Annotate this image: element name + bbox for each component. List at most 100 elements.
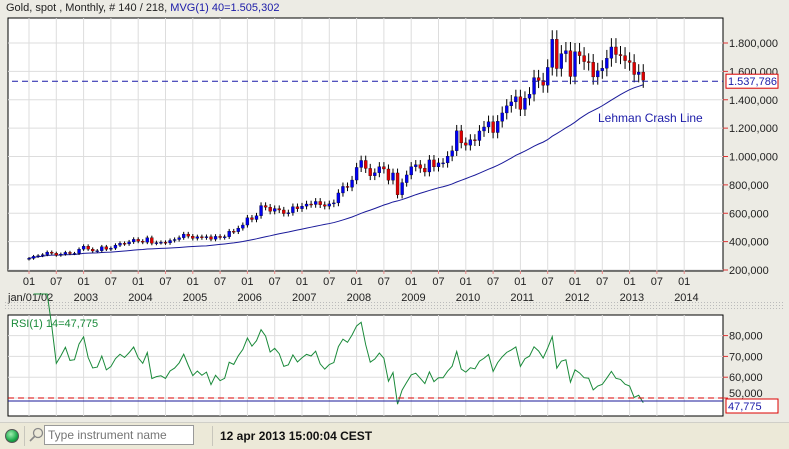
candle-down (473, 139, 477, 141)
divider (24, 426, 25, 446)
candle-up (527, 94, 532, 99)
candle-down (91, 248, 95, 252)
candle-up (77, 248, 81, 254)
y-axis-label: 1.200,000 (729, 123, 778, 135)
candle-up (313, 201, 318, 205)
rsi-value-label: 47,775 (728, 401, 762, 413)
candle-up (118, 243, 122, 246)
candle-down (209, 236, 213, 240)
candle-up (332, 202, 336, 205)
candle-down (295, 206, 300, 209)
candle-up (227, 231, 231, 237)
x-month-label: 07 (378, 276, 390, 288)
candle-down (386, 168, 391, 181)
candle-up (59, 253, 63, 256)
candle-up (559, 53, 563, 69)
candle-down (191, 236, 195, 239)
candle-up (377, 166, 382, 173)
candle-down (277, 208, 281, 211)
candle-up (445, 156, 450, 164)
moving-average-info: MVG(1) 40=1.505,302 (167, 2, 280, 14)
rsi-title: RSI(1) 14=47,775 (11, 318, 98, 330)
candle-up (436, 162, 441, 168)
x-month-label: 07 (542, 276, 554, 288)
candle-up (182, 233, 186, 238)
candle-down (150, 237, 154, 244)
candle-up (204, 236, 209, 238)
pane-splitter[interactable] (4, 301, 785, 310)
rsi-value-box (725, 398, 779, 414)
candle-up (336, 192, 341, 204)
candle-down (432, 159, 436, 168)
candle-down (382, 166, 386, 170)
x-month-label: 01 (187, 276, 199, 288)
candle-up (495, 121, 500, 133)
x-month-label: 07 (651, 276, 663, 288)
candle-up (359, 160, 363, 168)
lehman-crash-line-label: Lehman Crash Line (598, 111, 703, 125)
instrument-search-input[interactable] (44, 425, 194, 445)
candle-up (300, 206, 304, 209)
candle-up (113, 245, 118, 249)
candle-up (354, 167, 359, 181)
candle-up (400, 182, 404, 195)
candle-up (236, 227, 240, 232)
candle-down (163, 242, 168, 244)
x-month-label: 01 (132, 276, 144, 288)
candle-down (641, 71, 645, 81)
y-axis-label: 1.000,000 (729, 152, 778, 164)
candle-up (27, 258, 31, 260)
candle-up (327, 203, 331, 207)
server-datetime: 12 apr 2013 15:00:04 CEST (220, 429, 373, 443)
candle-down (423, 168, 427, 173)
candle-up (500, 112, 504, 122)
current-price-label: 1.537,786 (728, 76, 777, 88)
price-pane (7, 17, 724, 272)
candle-down (577, 51, 582, 56)
rsi-pane (7, 314, 724, 417)
candle-down (54, 253, 58, 256)
candle-down (268, 206, 272, 212)
x-month-label: 07 (269, 276, 281, 288)
y-axis-label: 200,000 (729, 265, 769, 277)
candle-up (159, 242, 163, 244)
candle-up (63, 252, 68, 255)
candle-down (104, 246, 108, 250)
candle-up (177, 237, 181, 240)
x-month-label: 07 (214, 276, 226, 288)
candle-up (259, 205, 263, 216)
candle-up (477, 130, 482, 141)
chart-area[interactable]: 01 07 01 07 01 07 01 07 01 07 01 07 01 07 01 07 01 07 01 07… (0, 0, 789, 422)
x-month-label: 01 (77, 276, 89, 288)
x-month-label: 07 (432, 276, 444, 288)
candle-up (505, 105, 509, 114)
candle-up (550, 39, 554, 68)
candle-down (364, 160, 368, 169)
candle-up (409, 166, 413, 176)
candle-down (491, 121, 495, 133)
candle-up (404, 174, 409, 183)
rsi-line (33, 293, 644, 405)
rsi-axis-label: 60,000 (729, 372, 763, 384)
rsi-axis-label: 50,000 (729, 388, 763, 400)
candle-down (318, 201, 322, 205)
candle-down (418, 164, 422, 169)
candle-up (609, 46, 614, 59)
candle-down (618, 54, 623, 56)
candle-down (141, 241, 145, 243)
candle-down (627, 60, 632, 63)
candle-up (605, 58, 609, 69)
x-month-label: 01 (296, 276, 308, 288)
y-axis-label: 1.400,000 (729, 95, 778, 107)
candle-up (596, 70, 600, 78)
candle-up (532, 77, 536, 95)
y-axis-label: 600,000 (729, 208, 769, 220)
candle-up (373, 172, 377, 176)
candle-up (573, 51, 577, 77)
x-month-label: 07 (159, 276, 171, 288)
candle-down (200, 236, 204, 238)
candle-down (623, 55, 627, 61)
candle-up (427, 159, 432, 173)
candle-up (304, 203, 309, 207)
divider (212, 426, 213, 446)
